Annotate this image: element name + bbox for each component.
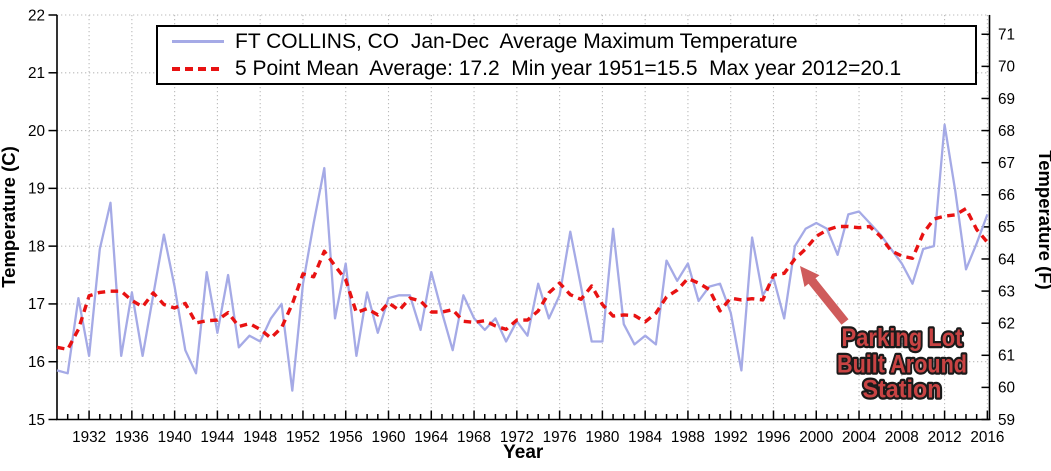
year-tick-label: 1976 [543,429,577,446]
year-tick-label: 1940 [158,429,192,446]
year-tick-label: 2008 [885,429,919,446]
y-axis-right-title: Temperature (F) [1035,150,1051,289]
left-tick-label: 20 [28,123,45,140]
right-tick-label: 65 [998,219,1015,236]
right-tick-label: 67 [998,155,1015,172]
year-tick-label: 1972 [500,429,534,446]
year-tick-label: 1996 [756,429,790,446]
right-tick-label: 69 [998,91,1015,108]
year-tick-label: 1960 [371,429,405,446]
annual-series-line-sample [172,40,224,43]
axes-frame [56,15,991,421]
left-tick-label: 17 [28,296,45,313]
year-tick-label: 1988 [671,429,705,446]
legend: FT COLLINS, CO Jan-Dec Average Maximum T… [156,25,977,85]
left-tick-label: 21 [28,65,45,82]
y-axis-left-title: Temperature (C) [0,146,19,288]
right-tick-label: 61 [998,348,1015,365]
annotation-line: Parking Lot [842,324,964,352]
year-tick-label: 1932 [72,429,106,446]
year-tick-label: 1980 [585,429,619,446]
year-tick-label: 1952 [286,429,320,446]
annotation-line: Built Around [837,351,967,379]
legend-label-annual: FT COLLINS, CO Jan-Dec Average Maximum T… [235,29,798,53]
left-tick-label: 15 [28,412,45,429]
right-tick-label: 64 [998,251,1016,268]
annotation-line: Station [863,376,942,404]
right-tick-label: 60 [998,380,1015,397]
tick-marks [48,14,990,421]
left-tick-label: 18 [28,238,45,255]
year-tick-label: 1964 [414,429,449,446]
legend-label-smoothed: 5 Point Mean Average: 17.2 Min year 1951… [235,56,902,80]
legend-row-annual: FT COLLINS, CO Jan-Dec Average Maximum T… [172,28,975,55]
right-tick-label: 71 [998,27,1015,44]
year-tick-label: 1968 [457,429,491,446]
year-tick-label: 1948 [243,429,277,446]
right-tick-label: 62 [998,315,1015,332]
year-tick-label: 1984 [628,429,663,446]
left-tick-label: 19 [28,181,45,198]
annual-series-line [56,123,989,392]
year-tick-label: 2004 [842,429,877,446]
year-tick-label: 1956 [329,429,363,446]
left-tick-label: 22 [28,7,45,24]
right-tick-label: 59 [998,412,1015,429]
annotation-arrow [800,266,849,325]
left-tick-label: 16 [28,354,45,371]
right-tick-label: 63 [998,283,1015,300]
tick-labels: 15 16 17 18 19 20 21 22 59 60 61 62 63 64 65 66 67 68 69 70… [28,7,1016,446]
year-tick-label: 1992 [714,429,748,446]
right-tick-label: 66 [998,187,1015,204]
smoothed-series-line-sample [172,66,224,71]
year-tick-label: 2000 [799,429,833,446]
legend-row-smoothed: 5 Point Mean Average: 17.2 Min year 1951… [172,55,975,82]
year-tick-label: 2016 [970,429,1004,446]
smoothed-series-line [56,206,989,352]
year-tick-label: 2012 [928,429,962,446]
x-axis-title: Year [503,442,544,463]
year-tick-label: 1936 [115,429,149,446]
axis-titles: Year Temperature (C) Temperature (F) [0,146,1051,463]
year-tick-label: 1944 [200,429,235,446]
right-tick-label: 68 [998,123,1015,140]
right-tick-label: 70 [998,59,1015,76]
